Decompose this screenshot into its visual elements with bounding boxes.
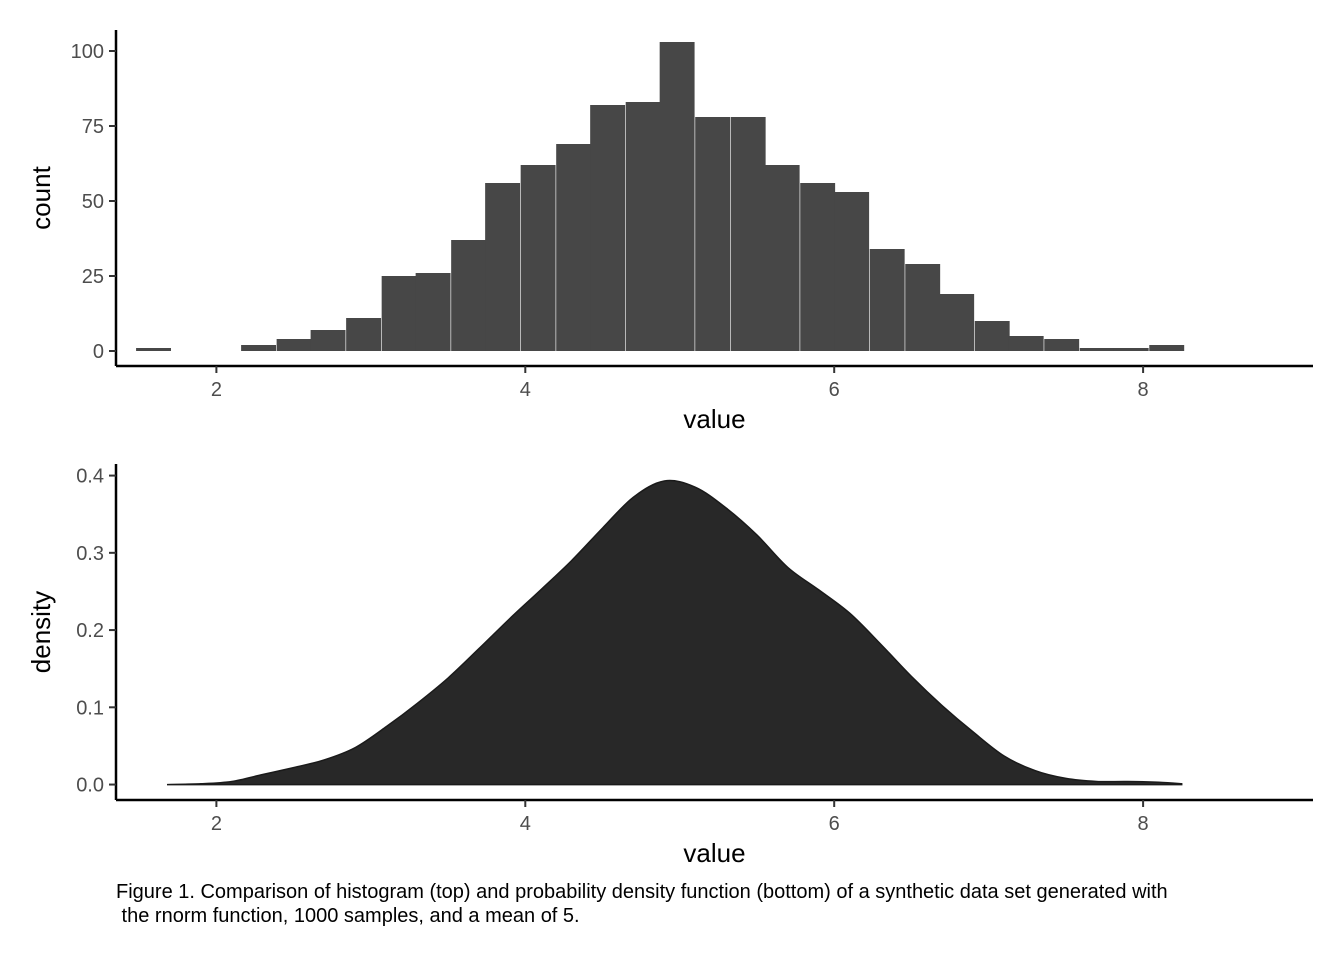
- histogram-bar: [1149, 345, 1185, 351]
- histogram-bar: [974, 321, 1010, 351]
- histogram-bar: [1113, 348, 1149, 351]
- histogram-bar: [346, 318, 382, 351]
- density-x-axis-title: value: [683, 838, 745, 868]
- histogram-bar: [1079, 348, 1115, 351]
- histogram-bar: [659, 42, 695, 351]
- histogram-y-tick-label: 75: [82, 116, 104, 138]
- histogram-y-ticks: 0 25 50 75 100: [71, 41, 116, 363]
- density-y-tick-label: 0.4: [76, 466, 104, 488]
- histogram-bar: [415, 273, 451, 351]
- histogram-y-tick-label: 0: [93, 341, 104, 363]
- histogram-bar: [485, 183, 521, 351]
- histogram-bar: [276, 339, 312, 351]
- histogram-bar: [764, 165, 800, 351]
- histogram-bars: [136, 42, 1185, 351]
- density-x-tick-label: 6: [829, 813, 840, 835]
- histogram-bar: [381, 276, 417, 351]
- density-x-tick-label: 2: [211, 813, 222, 835]
- histogram-y-tick-label: 25: [82, 266, 104, 288]
- histogram-bar: [1044, 339, 1080, 351]
- density-area: [166, 479, 1183, 786]
- histogram-bar: [241, 345, 277, 351]
- figure-caption: Figure 1. Comparison of histogram (top) …: [116, 880, 1344, 928]
- histogram-bar: [905, 264, 941, 351]
- histogram-y-axis-title: count: [26, 165, 56, 229]
- histogram-bar: [800, 183, 836, 351]
- histogram-bar: [310, 330, 346, 351]
- density-y-tick-label: 0.3: [76, 543, 104, 565]
- density-y-tick-label: 0.0: [76, 775, 104, 797]
- histogram-bar: [834, 192, 870, 351]
- figure-caption-line-2: the rnorm function, 1000 samples, and a …: [116, 905, 580, 927]
- histogram-bar: [939, 294, 975, 351]
- histogram-x-tick-label: 2: [211, 379, 222, 401]
- histogram-bar: [520, 165, 556, 351]
- histogram-y-tick-label: 50: [82, 191, 104, 213]
- density-y-axis-title: density: [26, 591, 56, 673]
- histogram-x-tick-label: 4: [520, 379, 531, 401]
- histogram-x-ticks: 2 4 6 8: [211, 366, 1149, 401]
- density-y-tick-label: 0.2: [76, 620, 104, 642]
- density-x-ticks: 2 4 6 8: [211, 800, 1149, 835]
- density-y-ticks: 0.0 0.1 0.2 0.3 0.4: [76, 466, 116, 797]
- histogram-bar: [1008, 336, 1044, 351]
- histogram-bar: [625, 102, 661, 351]
- histogram-bar: [730, 117, 766, 351]
- histogram-panel: 2 4 6 8 0 25 50 75 100 value count: [26, 30, 1313, 434]
- histogram-bar: [136, 348, 171, 351]
- figure-caption-line-1: Figure 1. Comparison of histogram (top) …: [116, 881, 1168, 903]
- histogram-bar: [869, 249, 905, 351]
- density-x-tick-label: 4: [520, 813, 531, 835]
- histogram-bar: [590, 105, 626, 351]
- density-y-tick-label: 0.1: [76, 697, 104, 719]
- density-panel: 2 4 6 8 0.0 0.1 0.2 0.3 0.4 value density: [26, 464, 1313, 868]
- histogram-bar: [695, 117, 731, 351]
- histogram-x-axis-title: value: [683, 404, 745, 434]
- density-x-tick-label: 8: [1138, 813, 1149, 835]
- histogram-bar: [451, 240, 487, 351]
- histogram-x-tick-label: 6: [829, 379, 840, 401]
- histogram-bar: [556, 144, 592, 351]
- histogram-y-tick-label: 100: [71, 41, 104, 63]
- histogram-x-tick-label: 8: [1138, 379, 1149, 401]
